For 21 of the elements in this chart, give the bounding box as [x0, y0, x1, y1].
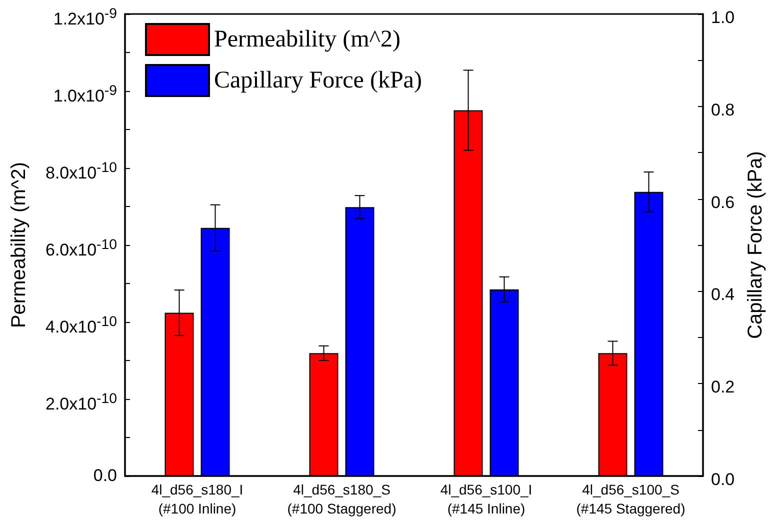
x-tick-label: 4l_d56_s180_I (#100 Inline) [151, 482, 244, 516]
x-tick-label: 4l_d56_s180_S (#100 Staggered) [287, 482, 396, 516]
legend-label: Permeability (m^2) [214, 26, 401, 52]
y2-tick-label: 0.8 [711, 100, 735, 120]
y2-axis-title: Capillary Force (kPa) [744, 151, 767, 339]
y2-tick-label: 1.0 [711, 8, 735, 27]
y-tick-label: 2.0x10$^{-10}$ [45, 390, 117, 416]
y-tick-label: 4.0x10$^{-10}$ [45, 313, 117, 339]
y-tick-label: 0.0 [93, 465, 117, 487]
y-tick-label: 6.0x10$^{-10}$ [45, 236, 117, 262]
y2-tick-label: 0.4 [711, 285, 735, 304]
x-tick-label: 4l_d56_s100_S (#145 Staggered) [576, 482, 686, 516]
x-tick-label: 4l_d56_s100_I (#145 Inline) [440, 482, 532, 516]
legend-label: Capillary Force (kPa) [214, 68, 422, 94]
y2-tick-label: 0.6 [711, 192, 735, 212]
y-tick-label: 1.2x10$^{-9}$ [53, 5, 117, 31]
y2-tick-label: 0.0 [711, 470, 735, 489]
y-tick-label: 1.0x10$^{-9}$ [53, 82, 117, 108]
y-axis-title: Permeability (m^2) [8, 162, 30, 328]
y-tick-label: 8.0x10$^{-10}$ [45, 159, 117, 185]
y2-tick-label: 0.2 [711, 378, 735, 397]
